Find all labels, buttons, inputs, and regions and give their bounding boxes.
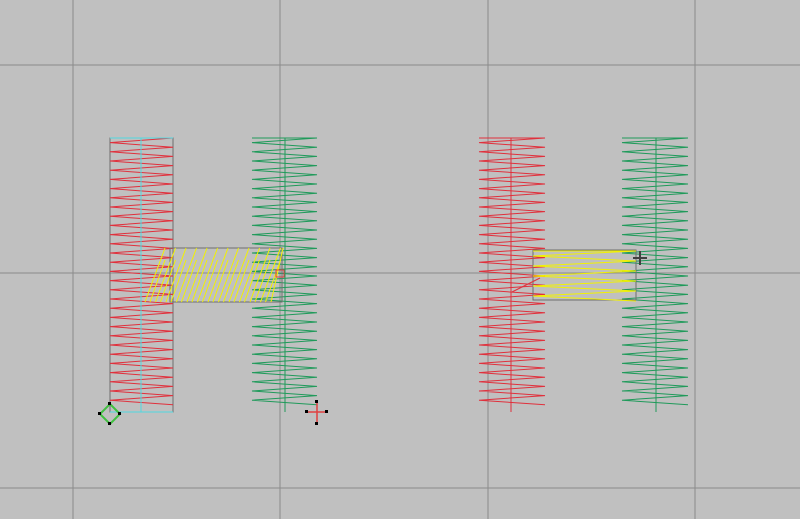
selection-handle[interactable]: [118, 412, 121, 415]
letter-h[interactable]: [478, 137, 689, 412]
crossbar-yellow[interactable]: [144, 247, 284, 303]
connector-stitch: [511, 277, 541, 293]
crossbar-yellow[interactable]: [532, 250, 637, 302]
bar-outline: [532, 249, 637, 301]
letter-h-selected[interactable]: [98, 137, 328, 426]
fill-stitches: [532, 250, 637, 302]
fill-stitches: [144, 247, 284, 303]
left-column-red[interactable]: [478, 137, 546, 406]
satin-stitches: [478, 137, 546, 406]
right-column-green[interactable]: [621, 137, 689, 406]
selection-handle[interactable]: [108, 402, 111, 405]
satin-stitches: [621, 137, 689, 406]
selection-handle[interactable]: [325, 410, 328, 413]
end-point-icon[interactable]: [307, 402, 327, 424]
selection-handle[interactable]: [108, 422, 111, 425]
move-cursor-icon: [633, 251, 647, 265]
selection-handle[interactable]: [315, 400, 318, 403]
stitch-point-marker: [275, 269, 285, 278]
selection-handle[interactable]: [315, 422, 318, 425]
selection-handle[interactable]: [305, 410, 308, 413]
selection-handle[interactable]: [98, 412, 101, 415]
